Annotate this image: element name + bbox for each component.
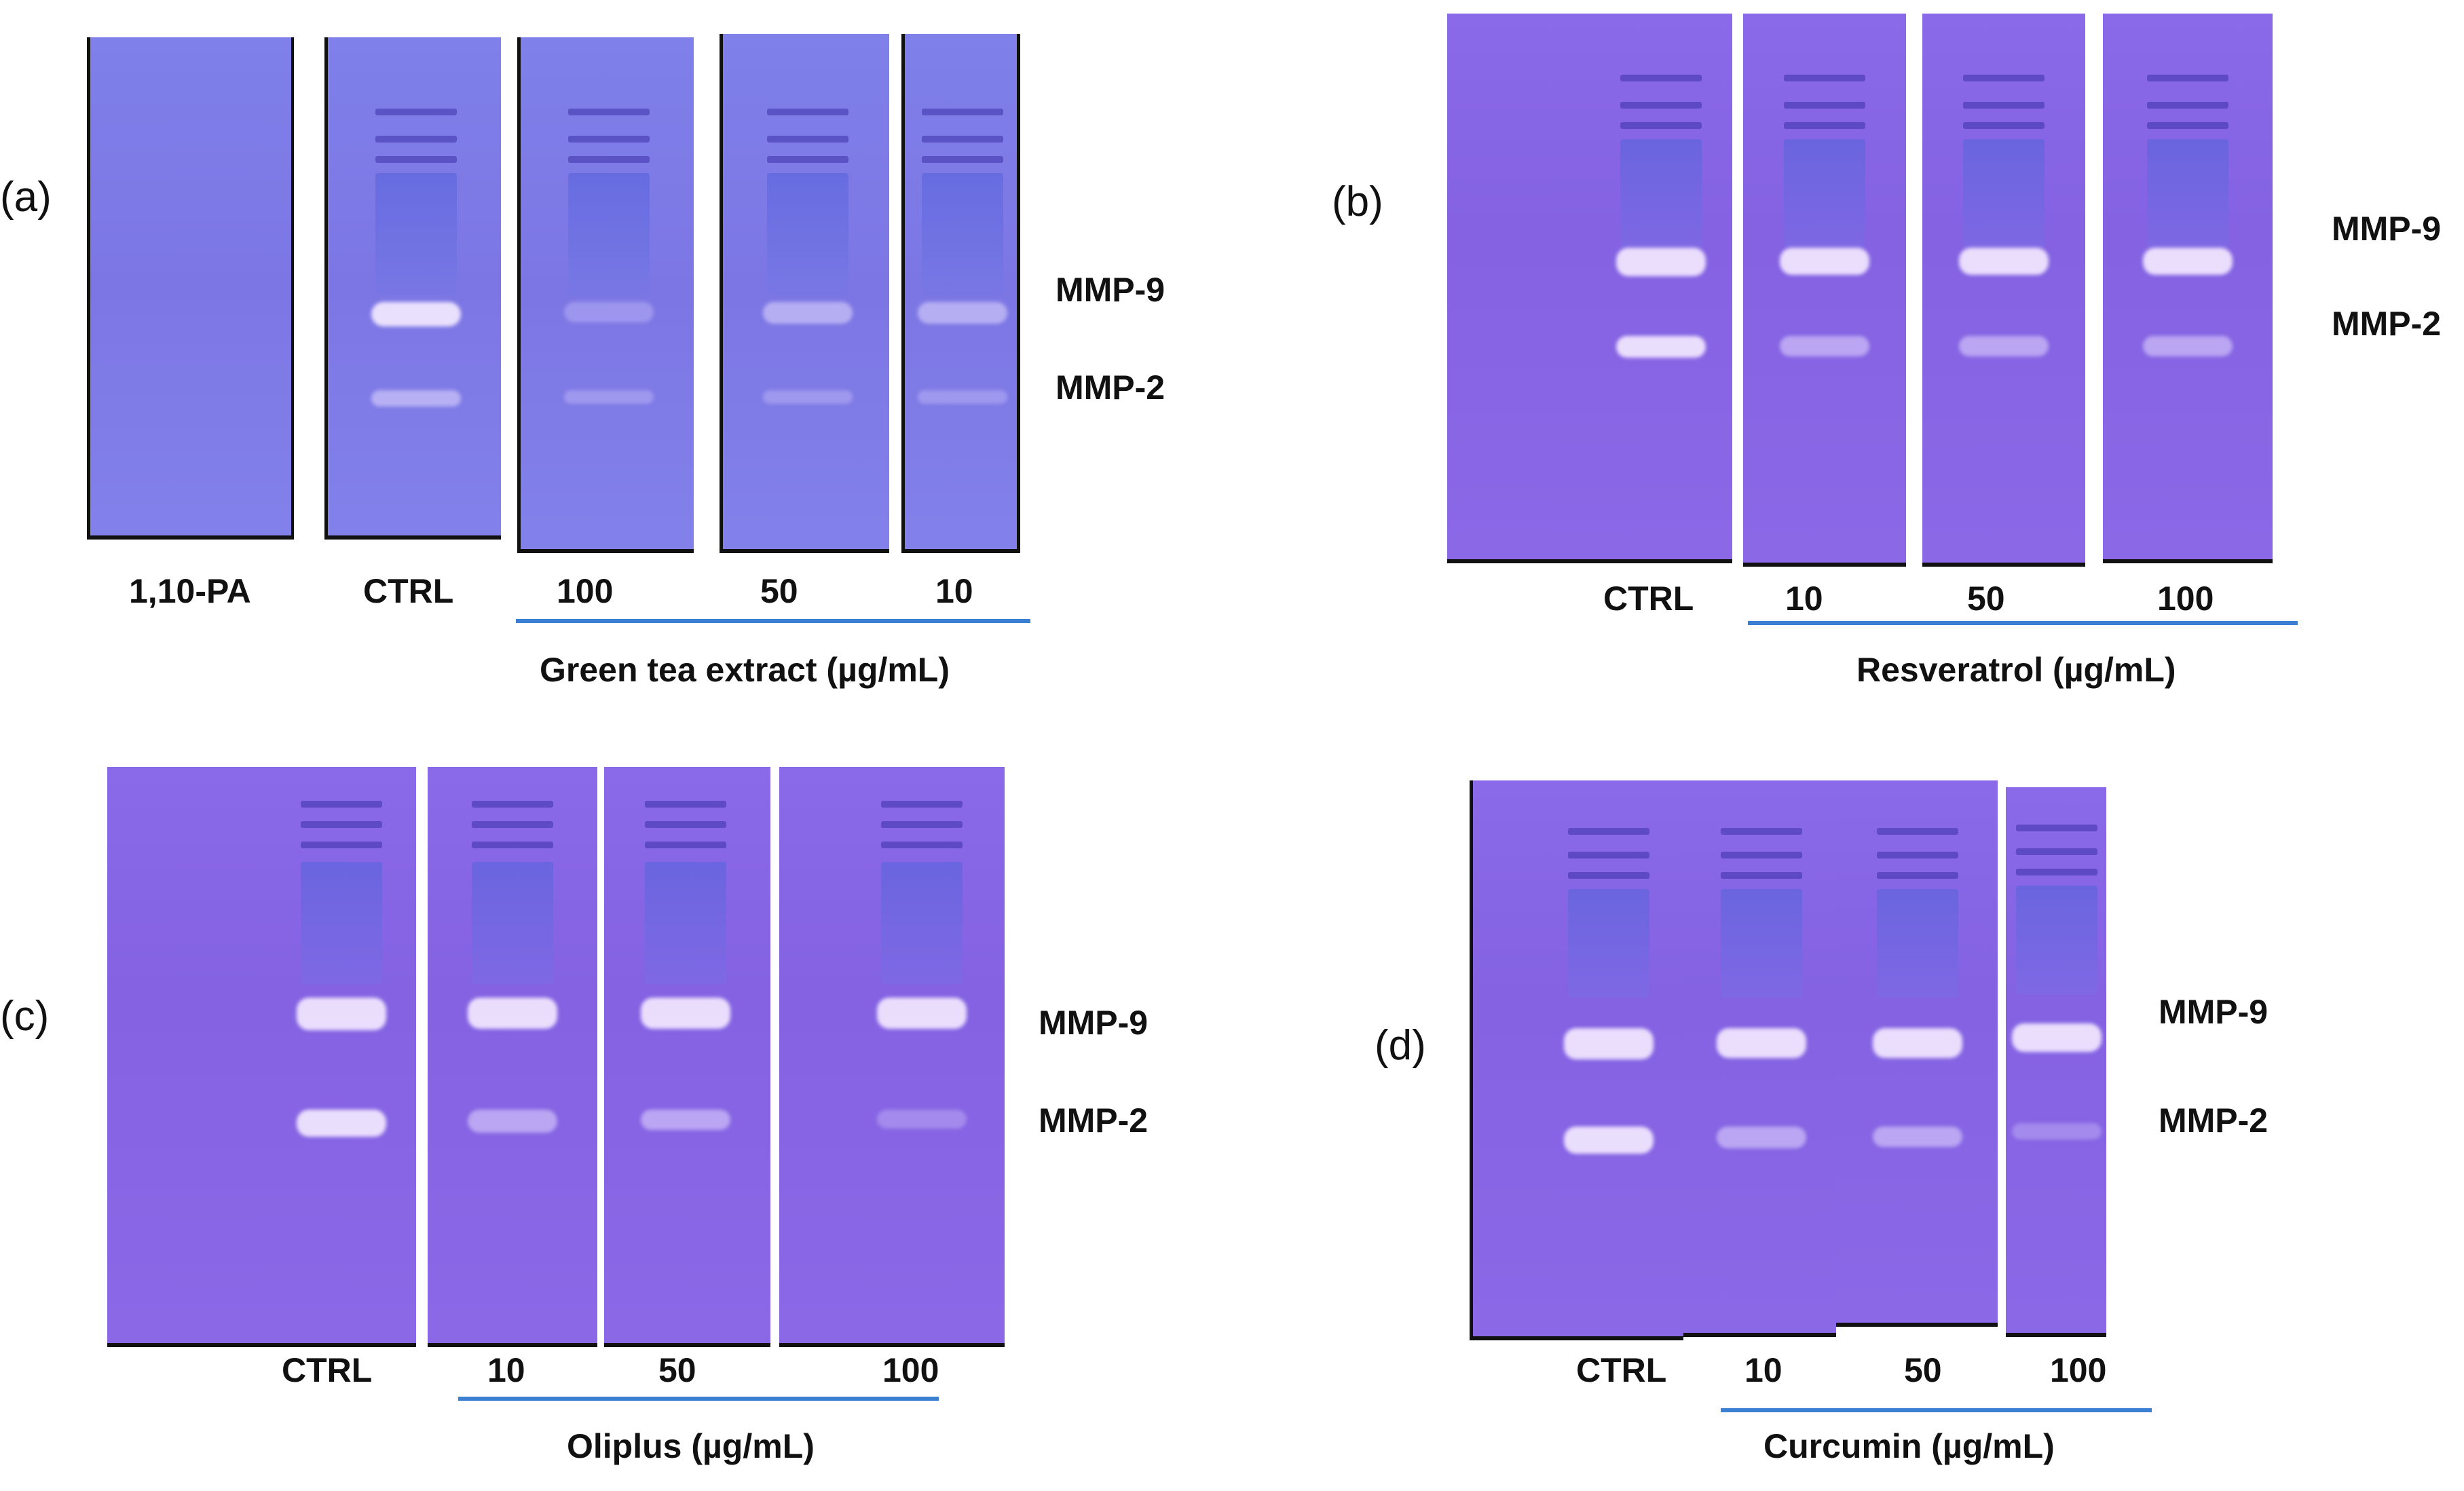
- gel-a-lane-5: [901, 34, 1020, 553]
- panel-a-lane-label-2: CTRL: [363, 572, 454, 610]
- gel-b-lane-3: [1922, 14, 2085, 567]
- panel-d-lane-label-1: CTRL: [1576, 1351, 1667, 1389]
- panel-a-lane-label-4: 50: [760, 572, 798, 610]
- panel-d-lane-label-4: 100: [2050, 1351, 2107, 1389]
- panel-a-mmp2-label: MMP-2: [1056, 369, 1165, 407]
- panel-d-letter: (d): [1375, 1022, 1426, 1069]
- panel-b-letter: (b): [1332, 178, 1383, 225]
- gel-b-lane-4: [2103, 14, 2273, 563]
- panel-c-treatment-bar: [458, 1397, 939, 1401]
- gel-c-lane-4: [779, 767, 1005, 1347]
- panel-b-treatment-label: Resveratrol (µg/mL): [1856, 651, 2176, 689]
- panel-b-lane-label-1: CTRL: [1603, 580, 1694, 618]
- panel-b-mmp9-label: MMP-9: [2332, 210, 2442, 248]
- gel-a-lane-1: [87, 37, 294, 540]
- panel-a-lane-label-1: 1,10-PA: [129, 572, 251, 610]
- panel-c-letter: (c): [0, 993, 50, 1040]
- panel-c-mmp9-label: MMP-9: [1039, 1004, 1149, 1042]
- panel-a-lane-label-5: 10: [935, 572, 973, 610]
- panel-d-lane-label-2: 10: [1744, 1351, 1782, 1389]
- panel-c-treatment-label: Oliplus (µg/mL): [567, 1427, 815, 1465]
- panel-d-mmp9-label: MMP-9: [2159, 993, 2269, 1031]
- panel-a-lane-label-3: 100: [557, 572, 614, 610]
- gel-d-lane-4: [2006, 787, 2106, 1337]
- panel-c-lane-label-4: 100: [882, 1351, 939, 1389]
- gel-c-lane-1: [107, 767, 416, 1347]
- panel-d-treatment-label: Curcumin (µg/mL): [1763, 1427, 2055, 1465]
- gel-d-lane-2: [1683, 780, 1836, 1337]
- panel-c-lane-label-1: CTRL: [282, 1351, 373, 1389]
- gel-a-lane-3: [517, 37, 694, 553]
- panel-d-treatment-bar: [1721, 1408, 2152, 1412]
- panel-a-letter: (a): [0, 174, 52, 221]
- gel-c-lane-3: [604, 767, 770, 1347]
- gel-d-lane-1: [1470, 780, 1683, 1340]
- panel-a-treatment-bar: [516, 619, 1030, 623]
- panel-b-mmp2-label: MMP-2: [2332, 305, 2442, 343]
- panel-a-mmp9-label: MMP-9: [1056, 271, 1165, 309]
- gel-d-lane-3: [1836, 780, 1998, 1327]
- gel-b-lane-2: [1743, 14, 1906, 567]
- panel-b-lane-label-3: 50: [1967, 580, 2005, 618]
- panel-c-mmp2-label: MMP-2: [1039, 1101, 1149, 1139]
- panel-b-lane-label-4: 100: [2157, 580, 2214, 618]
- panel-b-lane-label-2: 10: [1785, 580, 1823, 618]
- gel-c-lane-2: [428, 767, 597, 1347]
- panel-a-treatment-label: Green tea extract (µg/mL): [540, 651, 950, 689]
- gel-b-lane-1: [1447, 14, 1732, 563]
- panel-c-lane-label-2: 10: [487, 1351, 525, 1389]
- panel-d-mmp2-label: MMP-2: [2159, 1101, 2269, 1139]
- gel-a-lane-2: [324, 37, 501, 540]
- gel-a-lane-4: [720, 34, 889, 553]
- panel-d-lane-label-3: 50: [1904, 1351, 1942, 1389]
- panel-c-lane-label-3: 50: [658, 1351, 696, 1389]
- panel-b-treatment-bar: [1748, 621, 2298, 625]
